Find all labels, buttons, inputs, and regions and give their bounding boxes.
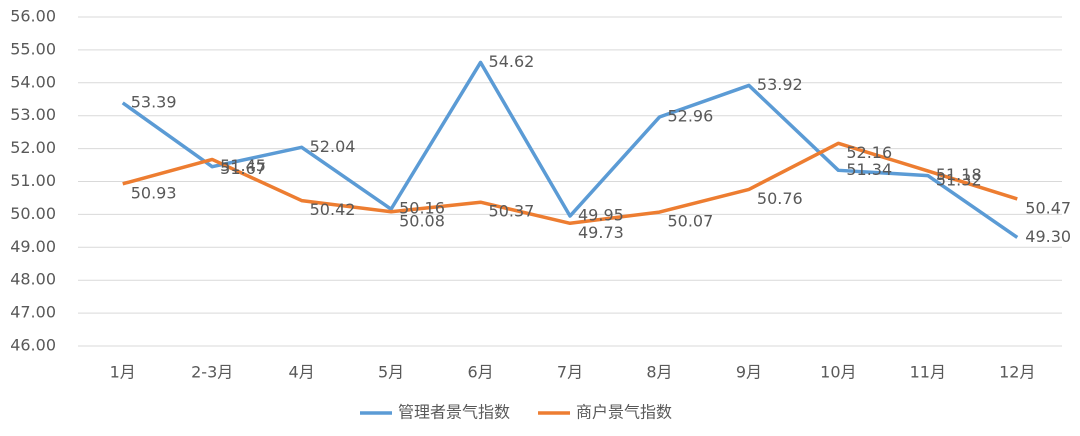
data-label: 49.30 bbox=[1025, 227, 1071, 246]
y-tick-label: 54.00 bbox=[10, 72, 56, 91]
data-label: 51.18 bbox=[936, 165, 982, 184]
data-label: 51.34 bbox=[846, 160, 892, 179]
y-tick-label: 49.00 bbox=[10, 237, 56, 256]
data-label: 50.08 bbox=[399, 211, 445, 230]
data-label: 50.93 bbox=[131, 183, 177, 202]
y-tick-label: 47.00 bbox=[10, 303, 56, 322]
y-tick-label: 51.00 bbox=[10, 171, 56, 190]
x-tick-label: 9月 bbox=[736, 363, 762, 382]
y-tick-label: 55.00 bbox=[10, 39, 56, 58]
x-tick-label: 6月 bbox=[467, 363, 493, 382]
series-line bbox=[121, 60, 1019, 239]
x-tick-label: 1月 bbox=[110, 363, 136, 382]
y-tick-label: 53.00 bbox=[10, 105, 56, 124]
data-label: 52.04 bbox=[310, 137, 356, 156]
data-label: 52.96 bbox=[667, 107, 713, 126]
x-tick-label: 11月 bbox=[910, 363, 946, 382]
x-tick-label: 2-3月 bbox=[191, 363, 233, 382]
data-label: 52.16 bbox=[846, 143, 892, 162]
y-tick-label: 52.00 bbox=[10, 138, 56, 157]
data-label: 51.45 bbox=[220, 156, 266, 175]
data-label: 50.07 bbox=[667, 212, 713, 231]
y-tick-label: 46.00 bbox=[10, 336, 56, 355]
y-tick-label: 48.00 bbox=[10, 270, 56, 289]
legend-label: 管理者景气指数 bbox=[398, 403, 510, 422]
data-label: 50.76 bbox=[757, 189, 803, 208]
x-tick-label: 12月 bbox=[999, 363, 1035, 382]
data-label: 54.62 bbox=[489, 52, 535, 71]
x-tick-label: 7月 bbox=[557, 363, 583, 382]
legend-label: 商户景气指数 bbox=[576, 403, 672, 422]
x-tick-label: 10月 bbox=[820, 363, 856, 382]
y-tick-label: 56.00 bbox=[10, 7, 56, 26]
x-tick-label: 5月 bbox=[378, 363, 404, 382]
data-label: 51.67 bbox=[220, 159, 266, 178]
data-label: 50.37 bbox=[489, 202, 535, 221]
data-label: 50.16 bbox=[399, 199, 445, 218]
x-tick-label: 4月 bbox=[289, 363, 315, 382]
x-tick-label: 8月 bbox=[646, 363, 672, 382]
data-label: 50.47 bbox=[1025, 198, 1071, 217]
data-label: 51.32 bbox=[936, 170, 982, 189]
series-line bbox=[122, 141, 1018, 226]
data-label: 53.39 bbox=[131, 92, 177, 111]
data-label: 50.42 bbox=[310, 200, 356, 219]
data-label: 49.73 bbox=[578, 223, 624, 242]
data-label: 53.92 bbox=[757, 75, 803, 94]
y-tick-label: 50.00 bbox=[10, 204, 56, 223]
data-label: 49.95 bbox=[578, 206, 624, 225]
